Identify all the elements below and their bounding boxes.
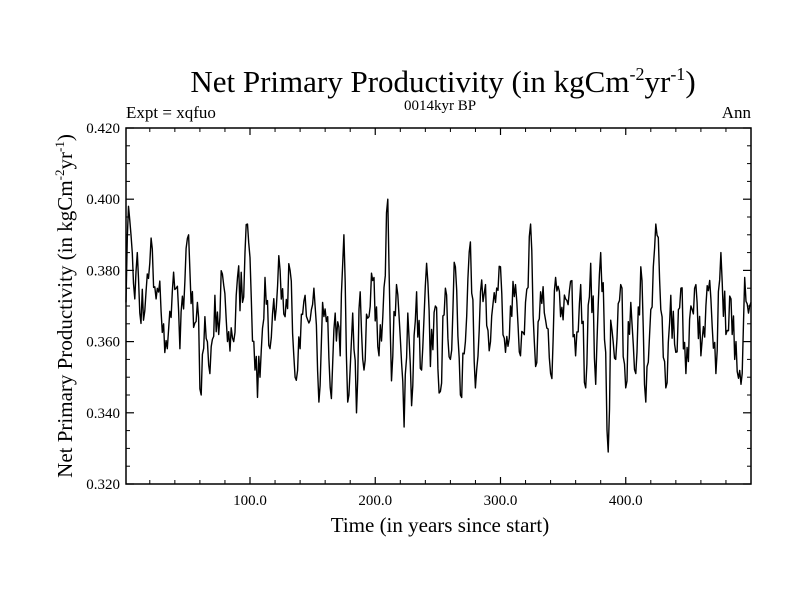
- y-tick-label: 0.340: [86, 406, 120, 422]
- y-axis-label: Net Primary Productivity (in kgCm-2yr-1): [52, 134, 77, 478]
- chart-title: Net Primary Productivity (in kgCm-2yr-1): [190, 64, 695, 99]
- experiment-label: Expt = xqfuo: [126, 103, 216, 122]
- npp-series-line: [125, 198, 752, 453]
- season-label: Ann: [722, 103, 752, 122]
- y-tick-label: 0.380: [86, 263, 120, 279]
- x-tick-label: 200.0: [358, 493, 392, 509]
- y-tick-label: 0.400: [86, 192, 120, 208]
- x-axis-ticks: 100.0 200.0 300.0 400.0: [149, 128, 727, 509]
- period-label: 0014kyr BP: [404, 98, 476, 114]
- y-axis-ticks: 0.320 0.340 0.360 0.380 0.400 0.420: [86, 121, 751, 493]
- y-tick-label: 0.420: [86, 121, 120, 137]
- x-tick-label: 300.0: [484, 493, 518, 509]
- y-tick-label: 0.360: [86, 335, 120, 351]
- x-tick-label: 400.0: [609, 493, 643, 509]
- x-tick-label: 100.0: [233, 493, 267, 509]
- y-tick-label: 0.320: [86, 477, 120, 493]
- x-axis-label: Time (in years since start): [331, 513, 550, 537]
